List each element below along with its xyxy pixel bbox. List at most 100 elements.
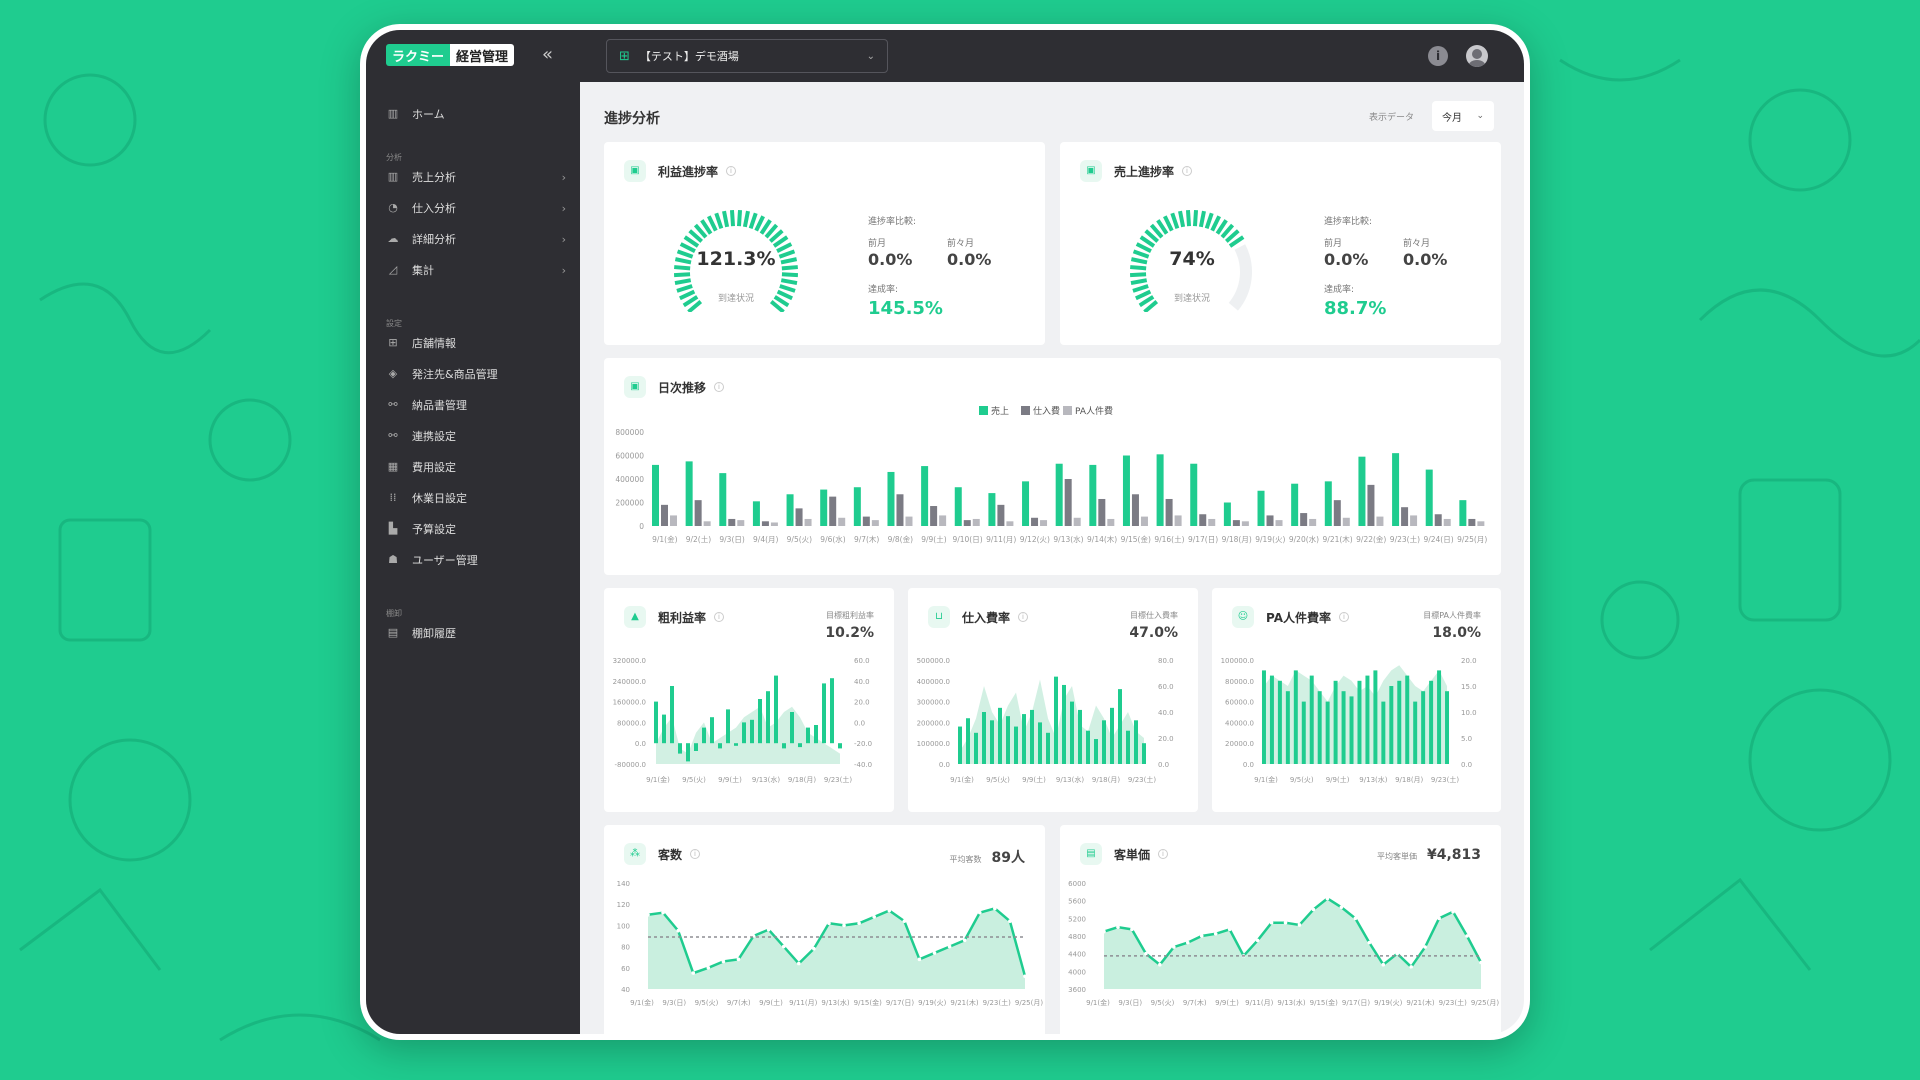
x-tick-label: 9/13(水) (1277, 998, 1305, 1007)
sidebar-item-detail-analysis[interactable]: ☁ 詳細分析 › (386, 229, 567, 249)
help-icon[interactable]: i (726, 166, 737, 176)
line-area (648, 908, 1025, 989)
bar (1429, 680, 1434, 764)
sidebar-item-invoices[interactable]: ⚯ 納品書管理 (386, 395, 566, 415)
bar (702, 727, 706, 744)
x-tick-label: 9/5(火) (1290, 776, 1314, 784)
app-logo[interactable]: ラクミー 経営管理 (386, 44, 515, 66)
help-icon[interactable]: i (714, 382, 725, 392)
x-tick-label: 9/9(土) (759, 998, 783, 1007)
profit-progress-card: ▣ 利益進捗率 i 121.3% 到達状況 進捗率比較: 前月 前々月 0.0% 0… (604, 142, 1045, 345)
bar (830, 678, 834, 744)
store-selector[interactable]: ⊞ 【テスト】デモ酒場 ⌄ (606, 39, 888, 73)
help-icon[interactable]: i (690, 849, 701, 859)
sidebar-item-inventory-history[interactable]: ▤ 棚卸履歴 (386, 623, 566, 643)
sidebar-item-integrations[interactable]: ⚯ 連携設定 (386, 426, 566, 446)
help-icon[interactable]: i (714, 612, 725, 622)
collapse-sidebar-icon[interactable]: « (542, 44, 554, 65)
bar (1425, 469, 1433, 526)
y-tick-label: 100000.0 (1221, 657, 1254, 665)
bar (1277, 680, 1282, 764)
bar (761, 521, 769, 526)
daily-trend-card: ▣ 日次推移 i 売上 仕入費 PA人件費 800000 600000 400000 20000… (604, 358, 1501, 575)
data-point (1297, 923, 1302, 927)
bar (963, 520, 971, 526)
chevron-down-icon: ⌄ (866, 50, 875, 62)
x-tick-label: 9/1(金) (950, 775, 974, 784)
x-tick-label: 9/18(月) (1395, 776, 1423, 784)
bar (1357, 680, 1362, 764)
bar (1232, 520, 1240, 526)
data-point (842, 923, 846, 928)
data-point (1465, 934, 1469, 938)
x-tick-label: 9/1(金) (1086, 998, 1110, 1007)
bar (1257, 490, 1265, 526)
data-point (1255, 938, 1260, 943)
help-icon[interactable]: i (1182, 166, 1193, 176)
series-line (647, 907, 1027, 977)
bar (887, 471, 895, 526)
data-point (1409, 965, 1413, 969)
help-icon[interactable]: i (1338, 612, 1349, 622)
data-point (661, 910, 665, 915)
sidebar-item-supplier-products[interactable]: ◈ 発注先&商品管理 (386, 364, 566, 384)
x-tick-label: 9/23(土) (1128, 775, 1156, 784)
help-icon[interactable]: i (1018, 612, 1029, 622)
chevron-down-icon: ⌄ (1476, 111, 1484, 121)
purchase-cost-card: ⊔ 仕入費率 i 目標仕入費率 47.0% 500000.0 400000.0 30000… (908, 588, 1198, 812)
sidebar-item-budget[interactable]: ▙ 予算設定 (386, 519, 566, 539)
ratio-area (1263, 665, 1448, 764)
info-icon[interactable]: i (1428, 46, 1448, 66)
gauge-tick (1225, 229, 1240, 243)
help-icon[interactable]: i (1158, 849, 1169, 859)
sidebar-item-summary[interactable]: ◿ 集計 › (386, 260, 566, 280)
y-tick-label: 6000 (1068, 880, 1086, 888)
sidebar-item-store-info[interactable]: ⊞ 店舗情報 (386, 333, 566, 353)
gauge-track (1228, 244, 1252, 311)
gauge-tick (736, 210, 743, 227)
sidebar-item-purchase-analysis[interactable]: ◔ 仕入分析 › (386, 198, 566, 218)
y2-tick-label: 10.0 (1461, 709, 1477, 717)
bar (1006, 521, 1014, 526)
sidebar-item-users[interactable]: ☗ ユーザー管理 (386, 550, 566, 570)
legend-swatch (979, 406, 988, 415)
bar (742, 722, 746, 744)
sidebar-item-cost-settings[interactable]: ▦ 費用設定 (386, 457, 566, 477)
gauge-tick (700, 219, 713, 235)
x-tick-label: 9/13(水) (1056, 775, 1084, 784)
sidebar-item-sales-analysis[interactable]: ▥ 売上分析 › (386, 167, 566, 187)
store-icon: ⊞ (619, 48, 630, 64)
bar (1022, 714, 1026, 764)
sidebar-item-home[interactable]: ▥ ホーム (386, 104, 566, 124)
bar (1275, 520, 1283, 526)
card-title: 客数 (658, 847, 683, 862)
data-point (676, 928, 680, 933)
bar (1445, 691, 1450, 764)
sidebar-item-holidays[interactable]: ⁞⁞ 休業日設定 (386, 488, 566, 508)
bar (1102, 720, 1106, 764)
bar (1341, 691, 1346, 764)
y-tick-label: 100 (617, 922, 630, 930)
bar (1055, 463, 1063, 526)
bar-chart-icon: ▥ (387, 170, 399, 183)
data-point (812, 946, 816, 951)
bar (670, 686, 674, 744)
bar (871, 520, 879, 526)
bar (1078, 709, 1082, 764)
chevron-right-icon: › (561, 170, 566, 184)
bar (822, 683, 826, 744)
line-area (1104, 898, 1481, 989)
bar (966, 718, 970, 764)
bar (814, 725, 818, 744)
gauge-tick (781, 265, 798, 271)
x-tick-label: 9/17(日) (1342, 999, 1370, 1007)
target-value: 18.0% (1432, 625, 1481, 641)
achieve-value: 88.7% (1324, 298, 1387, 319)
bar (1165, 498, 1173, 526)
data-point (1325, 896, 1330, 901)
user-avatar-icon[interactable] (1466, 45, 1488, 67)
data-point (706, 966, 711, 970)
period-select[interactable]: 今月 ⌄ (1432, 101, 1494, 131)
grid-icon: ▤ (387, 626, 399, 639)
